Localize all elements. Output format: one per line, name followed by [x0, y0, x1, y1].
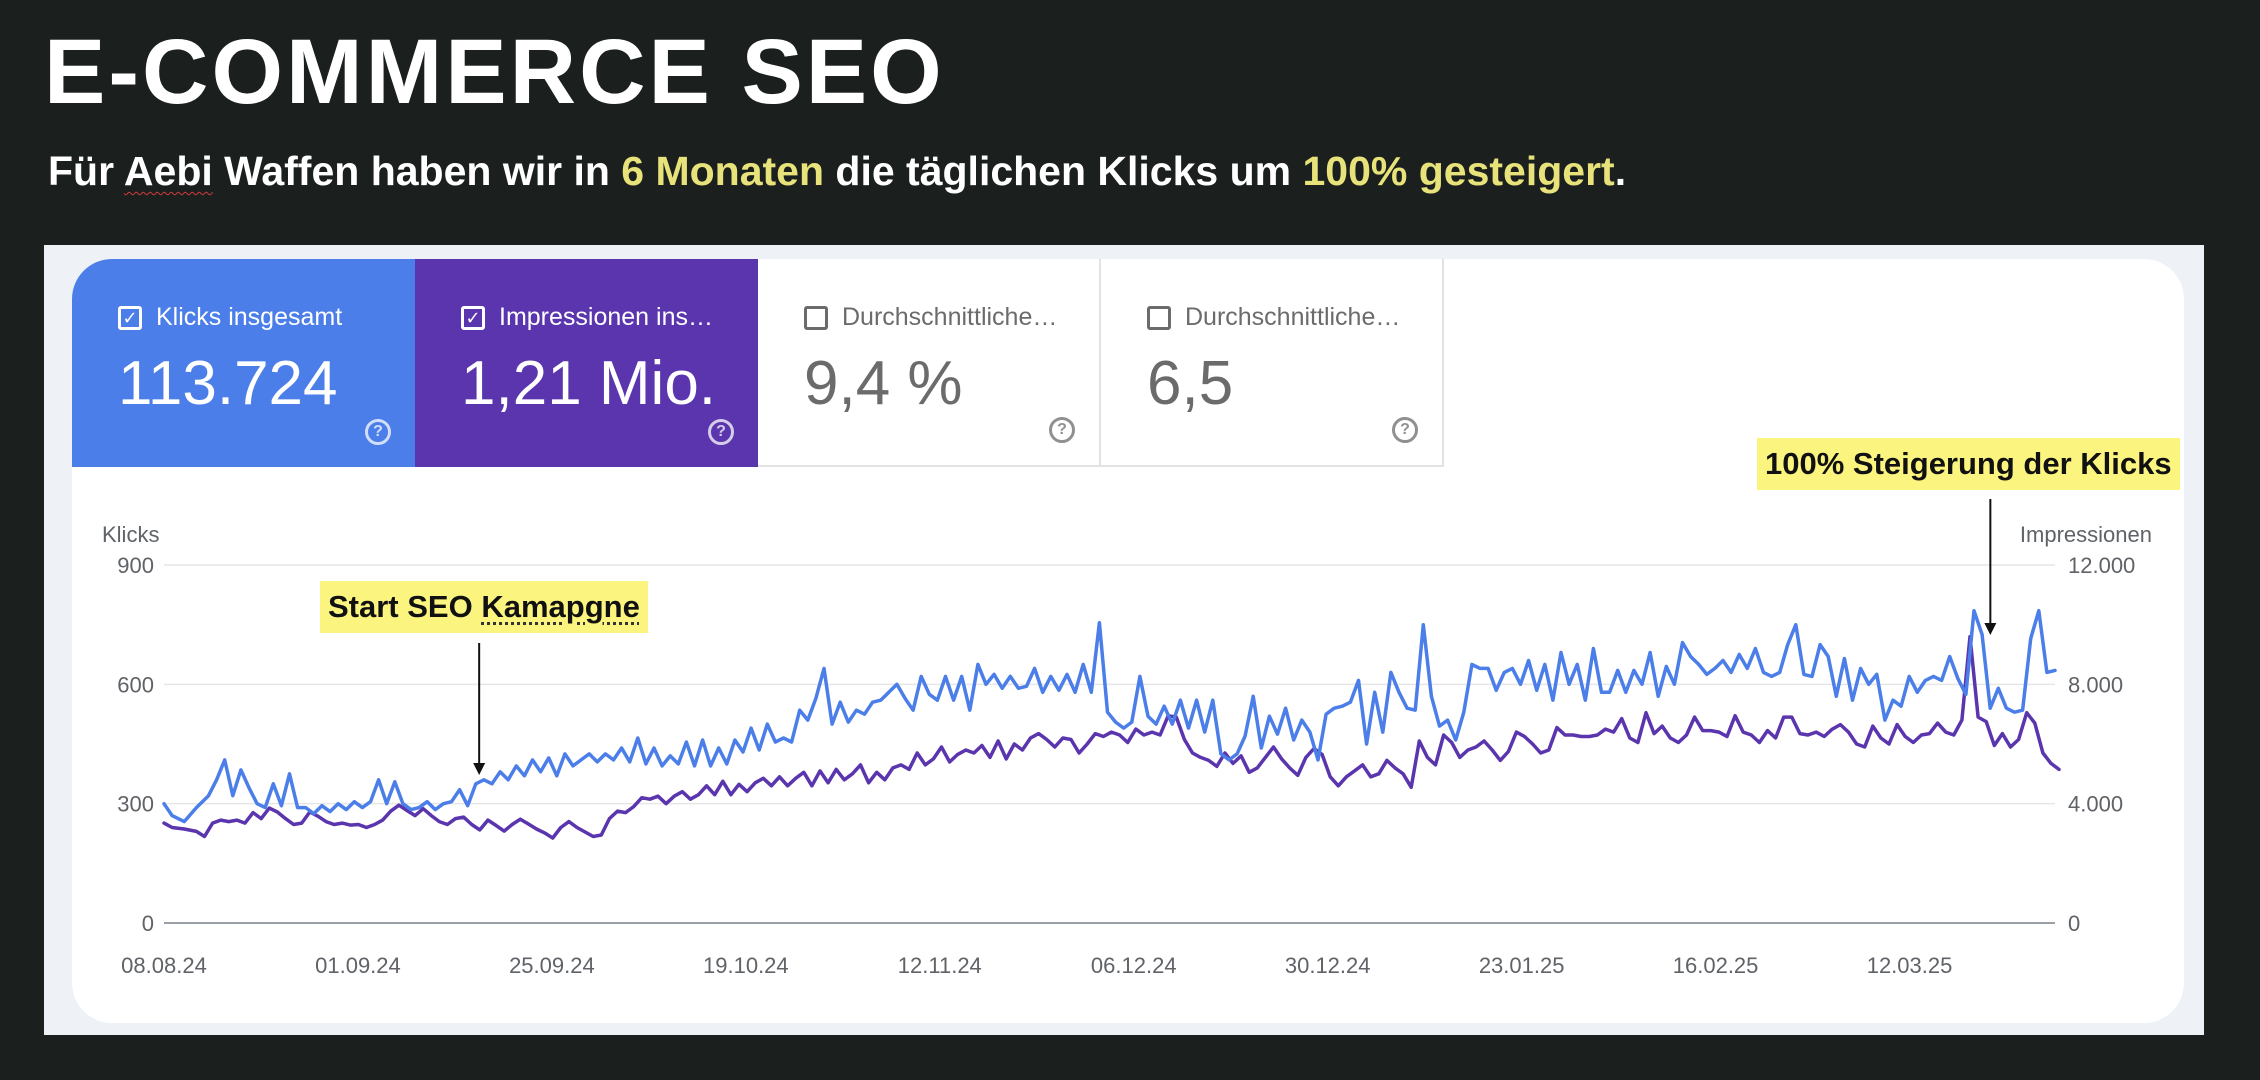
x-tick-label: 12.11.24 [898, 953, 982, 978]
y-tick-right: 0 [2068, 911, 2080, 936]
annotation-arrows [473, 499, 1997, 775]
y-tick-left: 900 [117, 553, 154, 578]
metric-card-clicks[interactable]: ✓ Klicks insgesamt 113.724 ? [72, 259, 415, 467]
y-tick-left: 0 [142, 911, 154, 936]
arrow-growth-head [1984, 623, 1997, 635]
metric-card-ctr[interactable]: Durchschnittliche… 9,4 % ? [758, 259, 1101, 467]
y-tick-right: 8.000 [2068, 672, 2123, 697]
metric-label: Impressionen ins… [499, 303, 713, 331]
annotation-start-seo: Start SEO Kamapgne [320, 581, 648, 633]
annotation-start-text-underlined: Kamapgne [481, 589, 640, 624]
subtitle-part: die täglichen Klicks um [824, 148, 1303, 194]
arrow-start-head [473, 763, 486, 775]
performance-line-chart: Klicks Impressionen 0 0 300 4.000 600 8.000 90… [102, 499, 2152, 978]
metric-value: 9,4 % [804, 349, 963, 418]
help-icon[interactable]: ? [365, 419, 391, 445]
x-tick-label: 23.01.25 [1479, 953, 1565, 978]
help-icon[interactable]: ? [708, 419, 734, 445]
y-axis-left-label: Klicks [102, 522, 159, 547]
subtitle-part: Waffen haben wir in [212, 148, 622, 194]
y-axis-right-label: Impressionen [2020, 522, 2152, 547]
y-tick-right: 12.000 [2068, 553, 2135, 578]
subtitle-highlight-duration: 6 Monaten [621, 148, 825, 194]
tick-labels: 0 0 300 4.000 600 8.000 900 12.000 08.08.24 01.09… [117, 553, 2135, 978]
annotation-growth: 100% Steigerung der Klicks [1757, 438, 2180, 490]
checkbox-unchecked-icon[interactable] [804, 305, 828, 330]
metric-value: 6,5 [1147, 349, 1234, 418]
x-tick-label: 25.09.24 [509, 953, 595, 978]
checkbox-checked-icon[interactable]: ✓ [118, 305, 142, 330]
x-tick-label: 06.12.24 [1091, 953, 1177, 978]
help-icon[interactable]: ? [1392, 417, 1418, 443]
x-tick-label: 12.03.25 [1867, 953, 1953, 978]
metric-value: 1,21 Mio. [461, 349, 717, 418]
subtitle-part: Für [48, 148, 124, 194]
x-tick-label: 16.02.25 [1673, 953, 1759, 978]
series-line-impressions [162, 634, 2061, 840]
subtitle-part: . [1614, 148, 1627, 194]
metric-label: Durchschnittliche… [842, 303, 1058, 331]
series-line-clicks [162, 608, 2057, 824]
metric-label: Klicks insgesamt [156, 303, 343, 331]
annotation-start-text: Start SEO [328, 589, 482, 624]
help-icon[interactable]: ? [1049, 417, 1075, 443]
y-tick-left: 600 [117, 672, 154, 697]
page-title: E-COMMERCE SEO [44, 21, 945, 123]
checkbox-checked-icon[interactable]: ✓ [461, 305, 485, 330]
subtitle-brand: Aebi [123, 148, 213, 194]
x-tick-label: 01.09.24 [315, 953, 401, 978]
y-tick-right: 4.000 [2068, 792, 2123, 817]
metric-card-impressions[interactable]: ✓ Impressionen ins… 1,21 Mio. ? [415, 259, 758, 467]
series-lines [162, 608, 2061, 840]
x-tick-label: 30.12.24 [1285, 953, 1371, 978]
x-tick-label: 08.08.24 [121, 953, 207, 978]
y-tick-left: 300 [117, 792, 154, 817]
checkbox-unchecked-icon[interactable] [1147, 305, 1171, 330]
x-tick-label: 19.10.24 [703, 953, 789, 978]
metric-label: Durchschnittliche… [1185, 303, 1401, 331]
subtitle: Für Aebi Waffen haben wir in 6 Monaten d… [48, 148, 1626, 195]
metric-value: 113.724 [118, 349, 338, 418]
performance-card: ✓ Klicks insgesamt 113.724 ? ✓ Impressio… [72, 259, 2184, 1023]
screenshot-frame: ✓ Klicks insgesamt 113.724 ? ✓ Impressio… [44, 245, 2204, 1035]
metric-card-position[interactable]: Durchschnittliche… 6,5 ? [1101, 259, 1444, 467]
subtitle-highlight-growth: 100% gesteigert [1302, 148, 1615, 194]
